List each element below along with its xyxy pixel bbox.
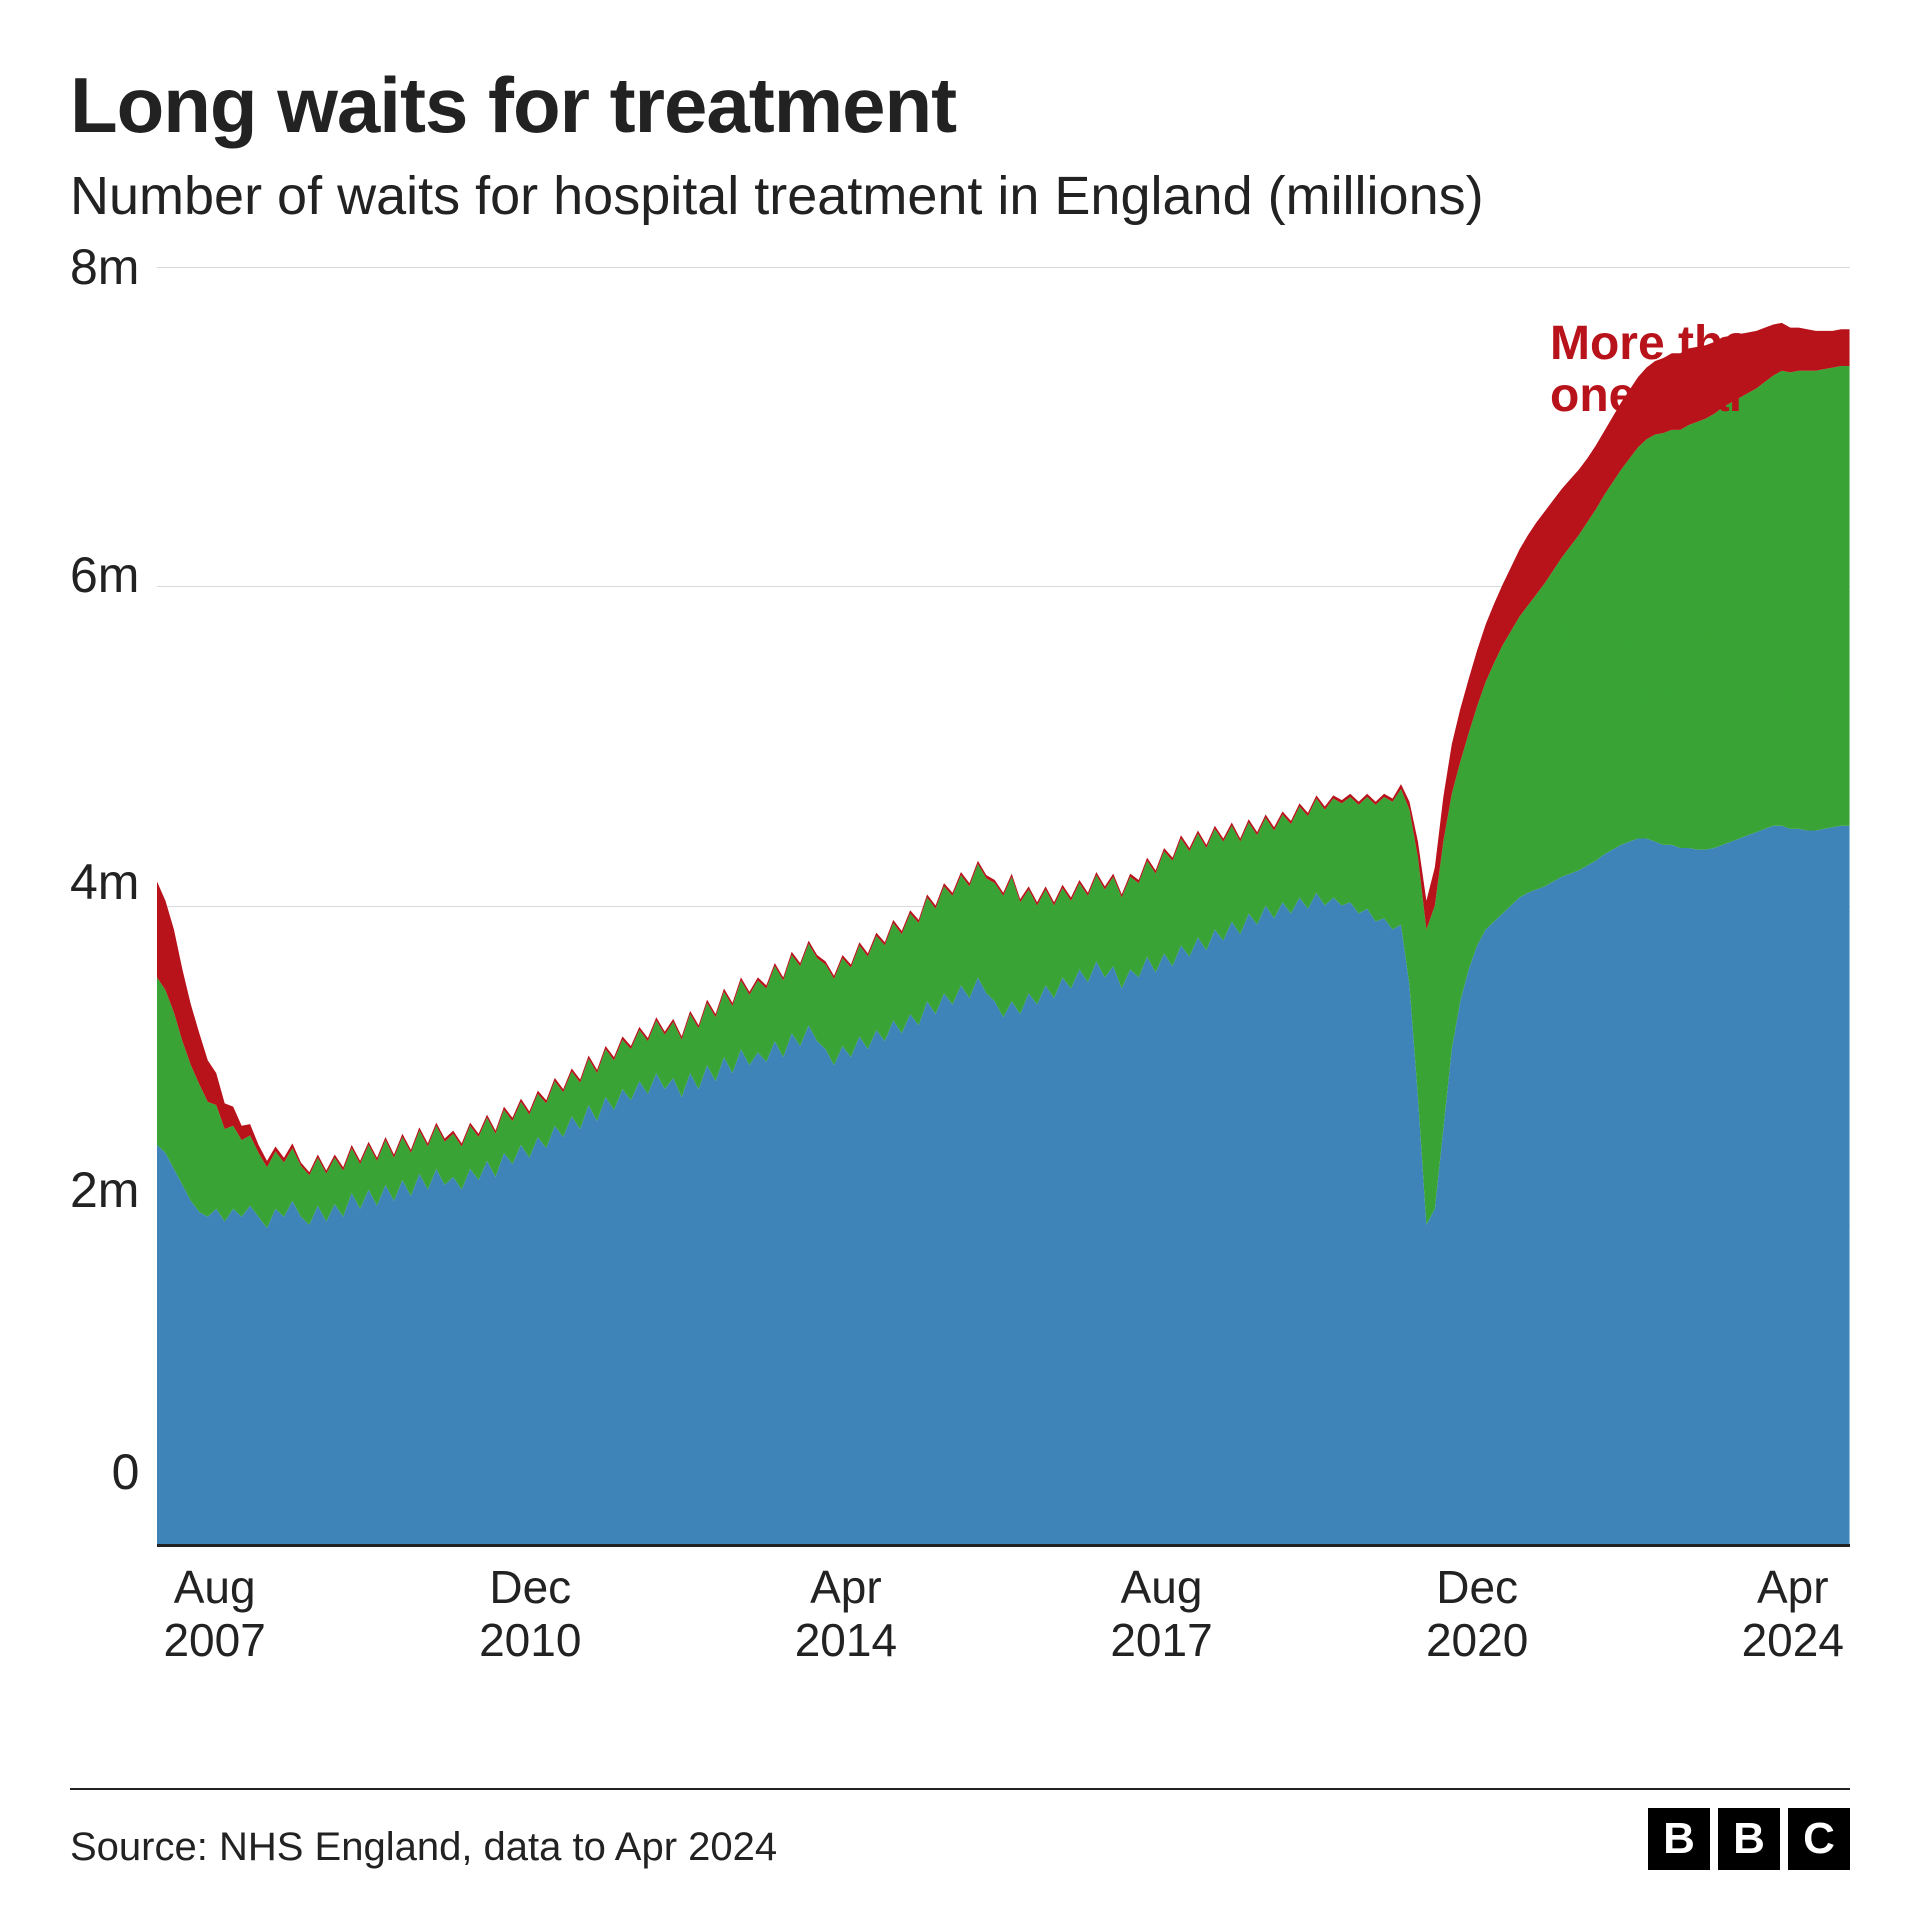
y-tick: 6m bbox=[70, 550, 139, 600]
chart-subtitle: Number of waits for hospital treatment i… bbox=[70, 165, 1850, 227]
y-axis: 8m6m4m2m0 bbox=[70, 267, 157, 1547]
chart-title: Long waits for treatment bbox=[70, 60, 1850, 151]
x-axis: Aug 2007 Dec 2010 Apr 2014 Aug 2017 Dec 2020… bbox=[157, 1561, 1850, 1667]
x-tick: Aug 2007 bbox=[163, 1561, 265, 1667]
x-tick: Apr 2024 bbox=[1742, 1561, 1844, 1667]
y-tick: 8m bbox=[70, 242, 139, 292]
chart-area: 8m6m4m2m0 More than one year18 weeks to … bbox=[70, 267, 1850, 1754]
chart-footer: Source: NHS England, data to Apr 2024 BB… bbox=[70, 1788, 1850, 1870]
bbc-letter: C bbox=[1788, 1808, 1850, 1870]
bbc-letter: B bbox=[1648, 1808, 1710, 1870]
y-tick: 4m bbox=[70, 857, 139, 907]
x-tick: Dec 2020 bbox=[1426, 1561, 1528, 1667]
x-tick: Apr 2014 bbox=[795, 1561, 897, 1667]
source-text: Source: NHS England, data to Apr 2024 bbox=[70, 1825, 777, 1870]
x-tick: Dec 2010 bbox=[479, 1561, 581, 1667]
bbc-letter: B bbox=[1718, 1808, 1780, 1870]
y-tick: 0 bbox=[70, 1447, 139, 1497]
stacked-area-svg bbox=[157, 267, 1850, 1544]
bbc-logo: BBC bbox=[1648, 1808, 1850, 1870]
y-tick: 2m bbox=[70, 1165, 139, 1215]
x-tick: Aug 2017 bbox=[1110, 1561, 1212, 1667]
chart-card: Long waits for treatment Number of waits… bbox=[0, 0, 1920, 1920]
plot-region: More than one year18 weeks to one yearUp… bbox=[157, 267, 1850, 1547]
